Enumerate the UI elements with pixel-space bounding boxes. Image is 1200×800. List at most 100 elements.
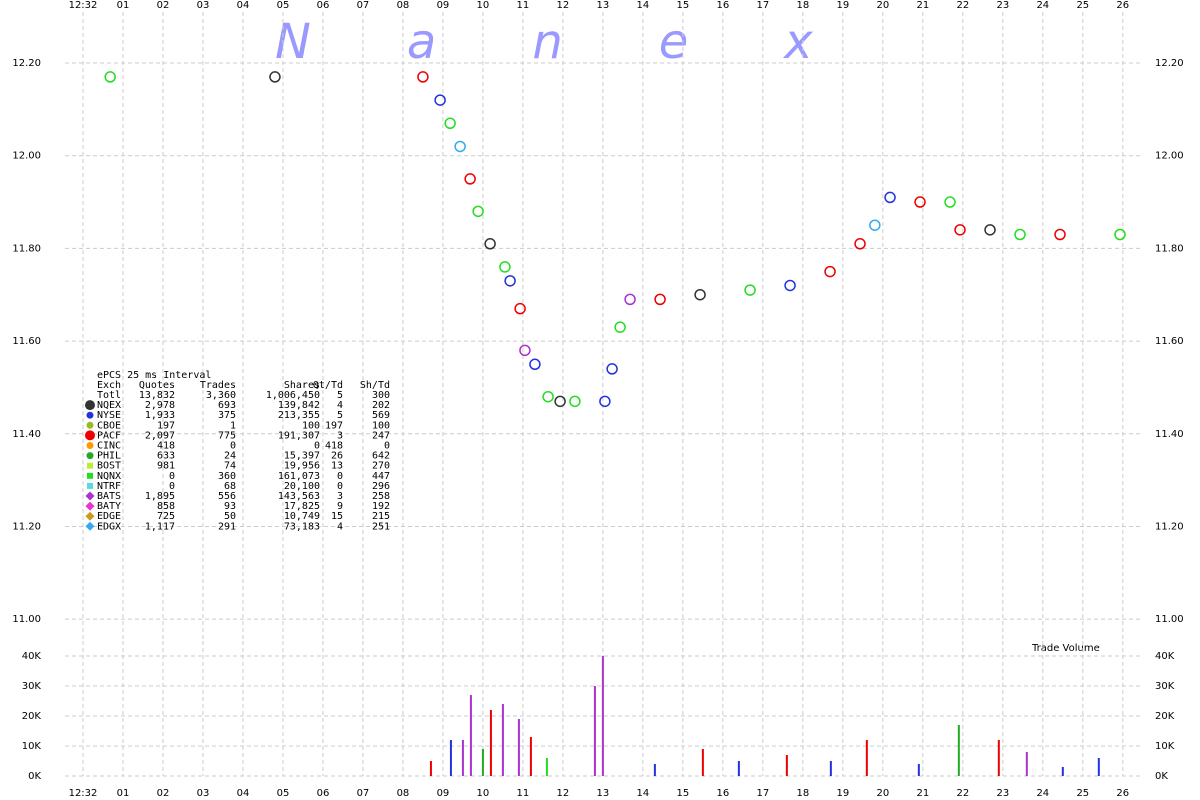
trade-point [554,395,566,408]
trade-point [784,279,796,292]
x-tick-label: 12:32 [69,788,98,799]
trade-point [569,395,581,408]
legend-column-header: Quotes [139,380,175,391]
legend-cell: 202 [372,400,390,411]
legend-title: ePCS 25 ms Interval [97,370,211,381]
volume-title: Trade Volume [1031,643,1100,654]
trade-point [1114,228,1126,241]
legend-column-header: Sh/Td [360,380,390,391]
y-tick-label-right: 10K [1155,741,1175,752]
trade-point [869,219,881,231]
y-tick-label-right: 0K [1155,771,1168,782]
trade-point [1054,228,1066,241]
legend-column-header: Shares [284,380,320,391]
legend-cell: 73,183 [284,521,320,532]
volume-bar [489,710,492,776]
trade-point [744,284,756,296]
legend-cell: 291 [218,521,236,532]
x-tick-label: 18 [796,788,809,799]
legend-cell: NQEX [97,400,121,411]
legend-cell: 300 [372,390,390,401]
legend-cell: 17,825 [284,501,320,512]
legend-cell: 0 [337,481,343,492]
trade-point [944,196,956,208]
y-tick-label: 12.00 [12,151,41,162]
legend-cell: 1,006,450 [266,390,320,401]
y-tick-label-right: 40K [1155,651,1175,662]
legend-cell: PACF [97,430,121,441]
legend-marker [85,491,95,501]
trade-point [614,321,626,333]
legend-marker [87,462,93,469]
volume-bar [545,758,548,776]
legend-column-header: Qt/Td [313,380,343,391]
legend-cell: 139,842 [278,400,320,411]
x-tick-label: 16 [717,788,730,799]
legend-cell: CINC [97,441,121,452]
x-tick-label: 12 [557,0,570,11]
y-tick-label: 11.40 [12,429,41,440]
legend-marker [85,521,95,531]
trade-point [542,390,554,403]
legend-cell: 693 [218,400,236,411]
legend-marker [86,452,94,460]
x-tick-label: 19 [836,0,849,11]
x-tick-label: 09 [437,788,450,799]
legend-cell: 4 [337,400,343,411]
x-tick-label: 22 [956,0,969,11]
x-tick-label: 01 [117,0,130,11]
legend-marker [85,400,95,411]
x-tick-label: 23 [996,788,1009,799]
trade-point [472,205,484,218]
y-tick-label: 0K [28,771,41,782]
trade-point [434,94,446,106]
trade-point [104,71,116,83]
x-tick-label: 09 [437,0,450,11]
legend-cell: CBOE [97,420,121,431]
y-tick-label: 20K [22,711,42,722]
legend-cell: 20,100 [284,481,320,492]
trade-point [824,265,836,278]
legend-marker [86,421,94,429]
legend-marker [85,501,95,511]
x-tick-label: 05 [277,788,290,799]
y-tick-label: 11.60 [12,336,41,347]
x-tick-label: 08 [397,0,410,11]
x-tick-label: 17 [757,0,770,11]
x-tick-label: 10 [477,0,490,11]
x-tick-label: 12 [557,788,570,799]
legend-cell: 2,097 [145,430,175,441]
volume-bar [449,740,452,776]
x-tick-label: 22 [956,788,969,799]
y-tick-label: 11.20 [12,521,41,532]
legend-marker [85,430,95,441]
volume-bar [829,761,832,776]
legend-cell: 197 [325,420,343,431]
volume-bar [601,656,604,776]
legend-cell: 5 [337,410,343,421]
trade-point [984,224,996,236]
legend-cell: 0 [169,471,175,482]
legend-cell: 1,933 [145,410,175,421]
x-tick-label: 04 [237,788,250,799]
legend-marker [86,411,94,419]
x-tick-label: 11 [517,0,530,11]
legend-cell: 258 [372,491,390,502]
legend-marker [87,472,93,479]
legend-cell: 3 [337,430,343,441]
y-tick-label: 10K [22,741,42,752]
legend-cell: BATS [97,491,121,502]
x-tick-label: 12:32 [69,0,98,11]
x-tick-label: 14 [637,0,650,11]
legend-cell: 3,360 [206,390,236,401]
x-tick-label: 23 [996,0,1009,11]
legend-cell: EDGE [97,511,121,522]
legend-cell: NTRF [97,481,121,492]
legend-column-header: Exch [97,380,121,391]
x-tick-label: 13 [597,0,610,11]
x-tick-label: 24 [1036,0,1049,11]
volume-bar [593,686,596,776]
x-tick-label: 20 [876,788,889,799]
legend-marker [86,442,94,449]
